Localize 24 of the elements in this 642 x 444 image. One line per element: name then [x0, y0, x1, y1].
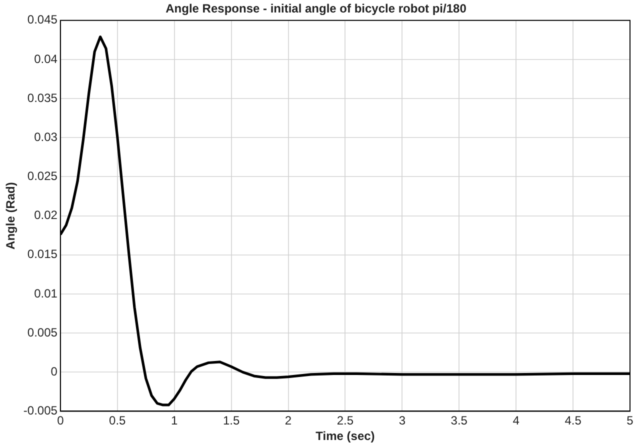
y-tick-label: 0	[50, 364, 58, 378]
x-tick-label: 3	[398, 414, 406, 428]
y-tick-label: 0.005	[27, 325, 58, 340]
y-tick-label: 0.045	[27, 12, 58, 27]
y-tick-label: -0.005	[23, 404, 58, 418]
x-tick-label: 5	[626, 414, 634, 428]
x-tick-label: 1.5	[222, 414, 240, 428]
x-tick-label: 2	[284, 414, 292, 428]
y-tick-label: 0.04	[34, 52, 58, 66]
x-tick-label: 2.5	[336, 414, 354, 428]
y-tick-label: 0.01	[34, 286, 58, 300]
y-tick-label: 0.03	[34, 130, 58, 144]
x-axis-title: Time (sec)	[316, 429, 375, 444]
x-tick-label: 4.5	[564, 414, 582, 428]
y-tick-label: 0.015	[27, 247, 58, 262]
x-tick-label: 1	[170, 414, 178, 428]
x-tick-label: 0.5	[109, 414, 126, 428]
y-tick-label: 0.02	[34, 208, 58, 222]
y-tick-label: 0.035	[27, 90, 58, 105]
x-tick-label: 4	[512, 414, 520, 428]
y-axis-title: Angle (Rad)	[4, 182, 18, 250]
chart-title: Angle Response - initial angle of bicycle robot pi/180	[166, 2, 467, 16]
x-tick-label: 3.5	[450, 414, 468, 428]
y-tick-label: 0.025	[27, 169, 58, 184]
